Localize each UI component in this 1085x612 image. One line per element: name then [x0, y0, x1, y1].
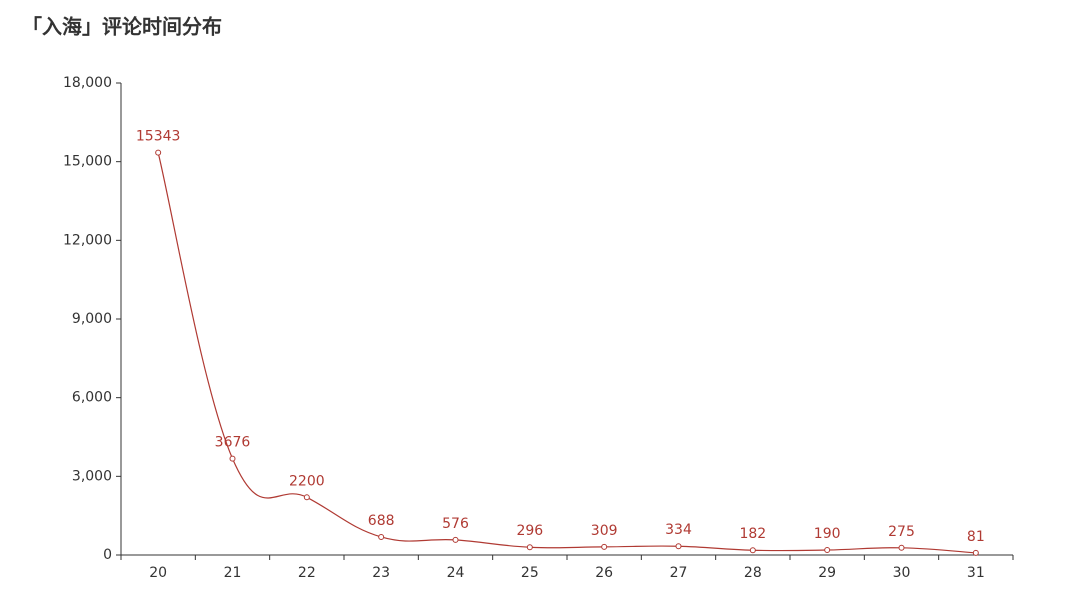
y-tick-label: 18,000 — [63, 75, 112, 91]
x-tick-label: 31 — [967, 565, 985, 581]
data-label: 309 — [591, 523, 618, 539]
x-tick-label: 29 — [818, 565, 836, 581]
y-tick-label: 3,000 — [72, 468, 112, 484]
point — [378, 533, 385, 540]
x-tick-label: 28 — [744, 565, 762, 581]
point — [526, 544, 533, 551]
data-label: 296 — [516, 523, 543, 539]
data-label: 275 — [888, 524, 915, 540]
x-tick-label: 21 — [224, 565, 242, 581]
x-tick-label: 30 — [893, 565, 911, 581]
line — [157, 152, 976, 554]
point — [452, 536, 459, 543]
point — [972, 549, 979, 556]
y-tick-label: 9,000 — [72, 311, 112, 327]
y-tick-label: 12,000 — [63, 232, 112, 248]
data-label: 576 — [442, 516, 469, 532]
y-tick-label: 6,000 — [72, 390, 112, 406]
x-tick-label: 24 — [447, 565, 465, 581]
data-label: 2200 — [289, 473, 325, 489]
data-label: 15343 — [136, 129, 181, 145]
point — [601, 543, 608, 550]
point — [749, 547, 756, 554]
data-label: 3676 — [215, 435, 251, 451]
x-tick-label: 23 — [372, 565, 390, 581]
y-tick-label: 15,000 — [63, 154, 112, 170]
point — [155, 149, 162, 156]
y-tick-label: 0 — [103, 547, 112, 563]
x-tick-label: 22 — [298, 565, 316, 581]
data-label: 190 — [814, 526, 841, 542]
chart-title: 「入海」评论时间分布 — [22, 15, 222, 39]
point — [229, 455, 236, 462]
data-label: 688 — [368, 513, 395, 529]
point — [675, 543, 682, 550]
data-label: 81 — [967, 529, 985, 545]
x-tick-label: 20 — [149, 565, 167, 581]
point — [303, 494, 310, 501]
point — [898, 544, 905, 551]
x-tick-label: 25 — [521, 565, 539, 581]
data-label: 334 — [665, 522, 692, 538]
x-tick-label: 27 — [670, 565, 688, 581]
point — [824, 547, 831, 554]
data-label: 182 — [739, 526, 766, 542]
x-tick-label: 26 — [595, 565, 613, 581]
